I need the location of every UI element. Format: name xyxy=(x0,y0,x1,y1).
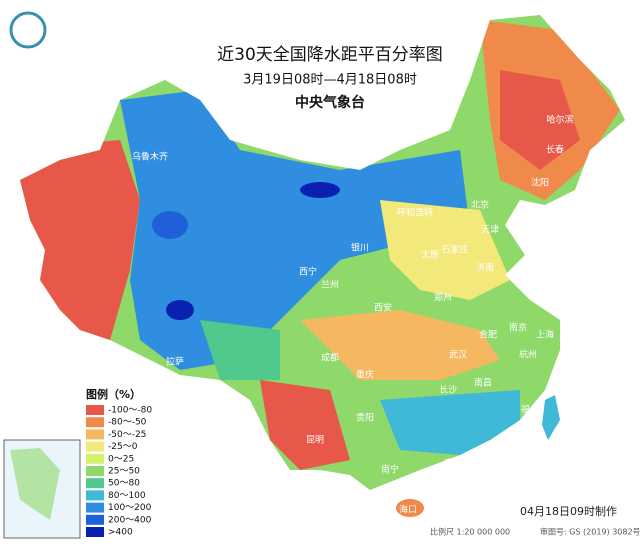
legend-swatch xyxy=(86,478,104,489)
city-label: 西宁 xyxy=(299,266,317,278)
approval: 审图号: GS (2019) 3082号 xyxy=(540,527,640,537)
legend-label: 50～80 xyxy=(108,479,140,489)
city-label: 兰州 xyxy=(321,279,339,291)
city-label: 沈阳 xyxy=(531,177,549,189)
city-label: 郑州 xyxy=(434,292,452,304)
title: 近30天全国降水距平百分率图 xyxy=(217,45,443,65)
city-label: 合肥 xyxy=(479,329,497,341)
city-label: 天津 xyxy=(481,225,499,236)
city-label: 西安 xyxy=(374,302,392,314)
legend: 图例（%） -100～-80 -80～-50 -50～-25 -25～0 0～25 25～… xyxy=(86,387,152,538)
city-label: 南昌 xyxy=(474,377,492,389)
city-label: 澳门 xyxy=(439,474,457,486)
city-label: 昆明 xyxy=(306,435,324,446)
legend-swatch xyxy=(86,466,104,476)
legend-swatch xyxy=(86,417,104,428)
city-label: 长沙 xyxy=(439,384,457,396)
city-label: 石家庄 xyxy=(441,244,468,256)
legend-label: -25～0 xyxy=(108,442,138,452)
taiwan xyxy=(542,395,560,440)
legend-swatch xyxy=(86,527,104,537)
city-label: 拉萨 xyxy=(166,356,184,368)
made-time: 04月18日09时制作 xyxy=(520,505,617,518)
legend-label: 0～25 xyxy=(108,454,134,464)
city-label: 台北 xyxy=(561,401,579,413)
legend-swatch xyxy=(86,453,104,464)
legend-title: 图例（%） xyxy=(86,387,141,401)
legend-label: 80～100 xyxy=(108,491,146,501)
city-label: 长春 xyxy=(546,144,564,156)
city-label: 南宁 xyxy=(381,464,399,476)
legend-swatch xyxy=(86,490,104,501)
city-label: 上海 xyxy=(536,329,554,341)
legend-swatch xyxy=(86,514,104,525)
legend-swatch xyxy=(86,441,104,452)
city-label: 海口 xyxy=(399,504,417,516)
legend-label: 200～400 xyxy=(108,515,152,525)
legend-label: -100～-80 xyxy=(108,406,152,416)
city-label: 哈尔滨 xyxy=(546,114,573,126)
legend-label: 100～200 xyxy=(108,503,152,513)
city-label: 香港 xyxy=(461,466,479,478)
city-label: 杭州 xyxy=(519,349,537,361)
legend-swatch xyxy=(86,405,104,415)
city-label: 广州 xyxy=(444,457,462,469)
legend-swatch xyxy=(86,502,104,513)
inset-land xyxy=(10,448,60,520)
legend-label: -80～-50 xyxy=(108,418,147,428)
period: 3月19日08时—4月18日08时 xyxy=(243,73,417,88)
legend-swatch xyxy=(86,429,104,440)
city-label: 太原 xyxy=(421,249,439,261)
agency: 中央气象台 xyxy=(295,94,365,111)
city-label: 成都 xyxy=(321,352,339,364)
legend-label: 25～50 xyxy=(108,467,140,477)
city-label: 重庆 xyxy=(356,369,374,381)
scale: 比例尺 1:20 000 000 xyxy=(430,527,510,537)
hainan xyxy=(396,499,424,517)
logo xyxy=(9,11,47,49)
city-label: 北京 xyxy=(471,199,489,211)
city-label: 乌鲁木齐 xyxy=(132,151,168,163)
city-label: 南京 xyxy=(509,322,527,334)
city-label: 济南 xyxy=(476,262,494,274)
legend-label: -50～-25 xyxy=(108,430,146,440)
city-label: 福州 xyxy=(521,404,539,416)
city-label: 呼和浩特 xyxy=(397,207,433,219)
city-label: 武汉 xyxy=(449,349,467,361)
legend-label: >400 xyxy=(108,528,133,538)
city-label: 贵阳 xyxy=(356,412,374,424)
city-label: 银川 xyxy=(351,242,369,254)
